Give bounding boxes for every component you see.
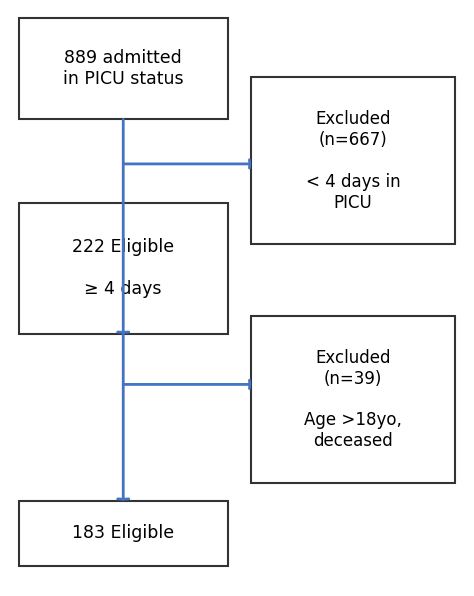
Text: Excluded
(n=39)

Age >18yo,
deceased: Excluded (n=39) Age >18yo, deceased bbox=[304, 349, 402, 450]
Text: Excluded
(n=667)

< 4 days in
PICU: Excluded (n=667) < 4 days in PICU bbox=[306, 110, 401, 212]
Text: 889 admitted
in PICU status: 889 admitted in PICU status bbox=[63, 49, 183, 88]
Text: 183 Eligible: 183 Eligible bbox=[72, 524, 174, 542]
FancyBboxPatch shape bbox=[251, 316, 455, 483]
FancyBboxPatch shape bbox=[19, 501, 228, 566]
FancyBboxPatch shape bbox=[19, 203, 228, 334]
FancyBboxPatch shape bbox=[251, 77, 455, 244]
FancyBboxPatch shape bbox=[19, 18, 228, 119]
Text: 222 Eligible

≥ 4 days: 222 Eligible ≥ 4 days bbox=[72, 238, 174, 298]
